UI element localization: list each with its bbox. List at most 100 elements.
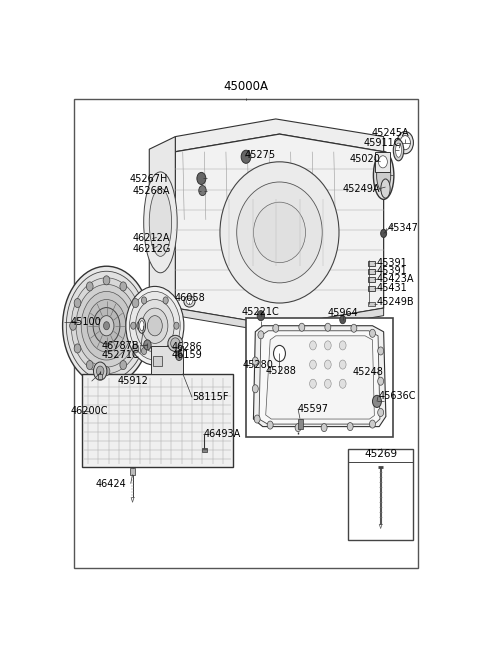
Circle shape bbox=[257, 310, 264, 321]
Ellipse shape bbox=[396, 143, 401, 157]
Bar bbox=[246, 318, 393, 437]
Text: 46159: 46159 bbox=[171, 350, 202, 360]
Text: 45249B: 45249B bbox=[377, 297, 415, 307]
Ellipse shape bbox=[237, 182, 322, 283]
Bar bbox=[368, 261, 375, 266]
Circle shape bbox=[135, 299, 174, 352]
Ellipse shape bbox=[253, 202, 306, 263]
Circle shape bbox=[176, 352, 182, 360]
Circle shape bbox=[340, 316, 346, 324]
Text: 45636C: 45636C bbox=[378, 391, 416, 402]
Circle shape bbox=[104, 322, 109, 329]
Text: 45431: 45431 bbox=[377, 283, 408, 293]
Circle shape bbox=[351, 324, 357, 332]
Text: 45268A: 45268A bbox=[132, 185, 170, 196]
Bar bbox=[375, 152, 390, 172]
Circle shape bbox=[252, 384, 258, 393]
Circle shape bbox=[174, 322, 179, 329]
Ellipse shape bbox=[149, 188, 172, 256]
Circle shape bbox=[86, 360, 93, 369]
Circle shape bbox=[142, 297, 147, 304]
Ellipse shape bbox=[381, 179, 390, 198]
Ellipse shape bbox=[377, 159, 391, 192]
Circle shape bbox=[120, 360, 127, 369]
Circle shape bbox=[144, 340, 151, 350]
Text: 45964: 45964 bbox=[327, 308, 358, 318]
Polygon shape bbox=[266, 336, 374, 419]
Bar bbox=[151, 346, 183, 373]
Text: 45269: 45269 bbox=[364, 449, 397, 459]
Ellipse shape bbox=[168, 335, 183, 352]
Text: 58115F: 58115F bbox=[192, 392, 229, 402]
Circle shape bbox=[339, 341, 346, 350]
Ellipse shape bbox=[171, 338, 180, 349]
Circle shape bbox=[93, 308, 120, 344]
Text: 45280: 45280 bbox=[242, 360, 273, 370]
Circle shape bbox=[74, 344, 81, 353]
Circle shape bbox=[163, 297, 168, 304]
Text: 45288: 45288 bbox=[265, 366, 296, 376]
Circle shape bbox=[71, 278, 142, 373]
Text: 46212G: 46212G bbox=[132, 244, 171, 254]
Circle shape bbox=[99, 316, 114, 336]
Text: 46212A: 46212A bbox=[132, 233, 170, 244]
Bar bbox=[202, 448, 206, 452]
Text: 45912: 45912 bbox=[117, 376, 148, 386]
Ellipse shape bbox=[140, 321, 144, 331]
Circle shape bbox=[258, 331, 264, 339]
Text: 45391: 45391 bbox=[377, 267, 408, 276]
Circle shape bbox=[325, 323, 331, 331]
Circle shape bbox=[103, 276, 110, 285]
Circle shape bbox=[267, 421, 273, 429]
Text: 46286: 46286 bbox=[171, 342, 202, 352]
Bar bbox=[368, 302, 375, 305]
Bar bbox=[153, 356, 162, 366]
Text: 45221C: 45221C bbox=[242, 307, 280, 316]
Circle shape bbox=[378, 377, 384, 385]
Bar bbox=[368, 277, 375, 282]
Ellipse shape bbox=[393, 140, 404, 161]
Circle shape bbox=[310, 379, 316, 388]
Circle shape bbox=[147, 316, 162, 336]
Bar bbox=[98, 373, 102, 379]
Circle shape bbox=[397, 132, 413, 154]
Text: 45347: 45347 bbox=[387, 223, 418, 233]
Text: 45020: 45020 bbox=[349, 155, 381, 164]
Circle shape bbox=[370, 420, 375, 428]
Text: 45275: 45275 bbox=[245, 150, 276, 160]
Bar bbox=[368, 269, 375, 274]
Text: 45248: 45248 bbox=[353, 367, 384, 377]
Circle shape bbox=[324, 360, 331, 369]
Circle shape bbox=[81, 291, 132, 360]
Circle shape bbox=[142, 348, 147, 354]
Ellipse shape bbox=[144, 172, 177, 272]
Text: 45100: 45100 bbox=[71, 317, 101, 327]
Circle shape bbox=[295, 424, 301, 432]
Circle shape bbox=[339, 360, 346, 369]
Circle shape bbox=[321, 424, 327, 432]
Circle shape bbox=[142, 308, 168, 343]
Text: 45245A: 45245A bbox=[372, 128, 410, 138]
Circle shape bbox=[339, 379, 346, 388]
Circle shape bbox=[310, 341, 316, 350]
Circle shape bbox=[120, 282, 127, 291]
Circle shape bbox=[378, 409, 384, 417]
Text: 46200C: 46200C bbox=[71, 407, 108, 417]
Ellipse shape bbox=[373, 151, 394, 199]
Ellipse shape bbox=[220, 162, 339, 303]
Circle shape bbox=[370, 329, 375, 337]
Circle shape bbox=[347, 422, 353, 430]
Polygon shape bbox=[149, 137, 175, 316]
Polygon shape bbox=[175, 134, 384, 326]
Bar bbox=[130, 468, 135, 474]
Circle shape bbox=[381, 229, 386, 238]
Text: 45911C: 45911C bbox=[363, 138, 401, 148]
Circle shape bbox=[103, 367, 110, 376]
Bar bbox=[298, 419, 302, 428]
Circle shape bbox=[197, 172, 206, 185]
Text: 45267H: 45267H bbox=[130, 174, 168, 185]
Bar bbox=[348, 449, 413, 540]
Ellipse shape bbox=[138, 318, 145, 333]
Circle shape bbox=[96, 366, 104, 376]
Circle shape bbox=[254, 415, 260, 423]
